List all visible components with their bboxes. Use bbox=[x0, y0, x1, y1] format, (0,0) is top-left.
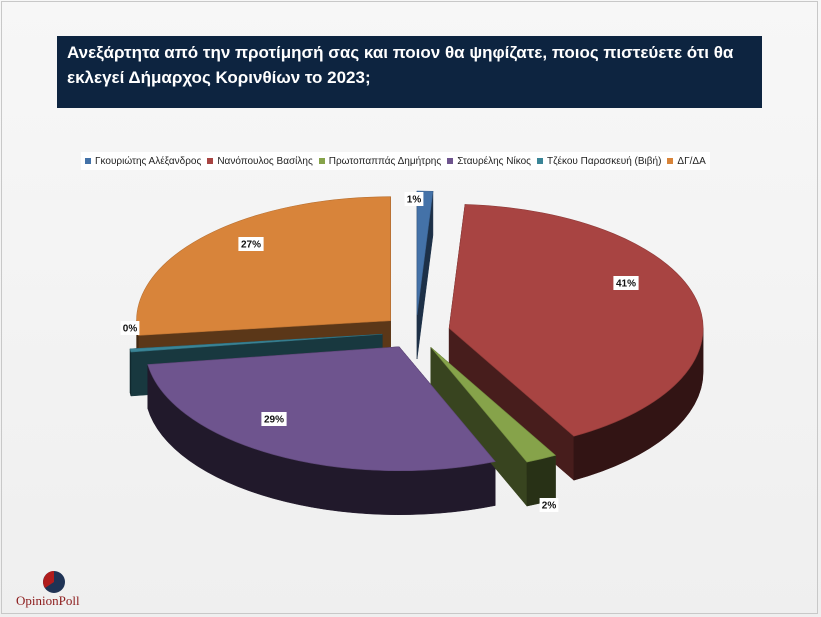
legend-swatch bbox=[536, 158, 543, 164]
legend-item: Νανόπουλος Βασίλης bbox=[207, 155, 313, 167]
pie-top-layer bbox=[129, 190, 704, 472]
legend-label: Τζέκου Παρασκευή (Βιβή) bbox=[546, 155, 662, 167]
legend-item: Τζέκου Παρασκευή (Βιβή) bbox=[536, 155, 662, 167]
pie-slice bbox=[416, 190, 434, 316]
pie-data-label: 1% bbox=[407, 195, 422, 206]
opinionpoll-logo: OpinionPoll bbox=[16, 568, 106, 608]
legend-swatch bbox=[207, 158, 214, 164]
legend-label: Νανόπουλος Βασίλης bbox=[217, 155, 313, 167]
pie-slice bbox=[136, 196, 391, 336]
pie-data-label-bg bbox=[404, 192, 424, 206]
chart-title-box: Ανεξάρτητα από την προτίμησή σας και ποι… bbox=[57, 36, 762, 108]
pie-slice bbox=[448, 204, 704, 437]
pie-data-label: 27% bbox=[241, 240, 261, 251]
legend-swatch bbox=[667, 158, 674, 164]
pie-data-label-bg bbox=[539, 498, 559, 512]
legend-label: Σταυρέλης Νίκος bbox=[457, 155, 531, 167]
legend-label: Γκουριώτης Αλέξανδρος bbox=[95, 155, 202, 167]
chart-legend: Γκουριώτης Αλέξανδρος Νανόπουλος Βασίλης Π… bbox=[81, 152, 710, 170]
pie-data-label: 0% bbox=[123, 324, 138, 335]
pie-data-label: 2% bbox=[542, 501, 557, 512]
legend-item: ΔΓ/ΔΑ bbox=[667, 155, 706, 167]
chart-title: Ανεξάρτητα από την προτίμησή σας και ποι… bbox=[67, 43, 734, 87]
legend-item: Πρωτοπαππάς Δημήτρης bbox=[318, 155, 442, 167]
pie-slice-side bbox=[430, 346, 556, 507]
logo-text: OpinionPoll bbox=[16, 593, 80, 608]
legend-swatch bbox=[318, 158, 325, 164]
pie-data-label-bg bbox=[613, 276, 639, 290]
legend-item: Σταυρέλης Νίκος bbox=[447, 156, 531, 167]
pie-slice bbox=[129, 333, 383, 353]
pie-label-layer: 1% 41% 2% 29% 0% 27% bbox=[120, 192, 639, 512]
logo-circle-icon bbox=[43, 571, 65, 593]
pie-slice bbox=[430, 347, 557, 463]
legend-swatch bbox=[447, 158, 454, 164]
pie-data-label: 29% bbox=[264, 415, 284, 426]
legend-item: Γκουριώτης Αλέξανδρος bbox=[85, 156, 201, 167]
pie-data-label: 41% bbox=[616, 279, 636, 290]
pie-data-label-bg bbox=[238, 237, 264, 251]
pie-slice bbox=[147, 346, 496, 472]
legend-label: ΔΓ/ΔΑ bbox=[677, 155, 706, 167]
pie-data-label-bg bbox=[120, 321, 140, 335]
legend-label: Πρωτοπαππάς Δημήτρης bbox=[328, 155, 442, 167]
pie-data-label-bg bbox=[261, 412, 287, 426]
legend-swatch bbox=[85, 158, 91, 164]
